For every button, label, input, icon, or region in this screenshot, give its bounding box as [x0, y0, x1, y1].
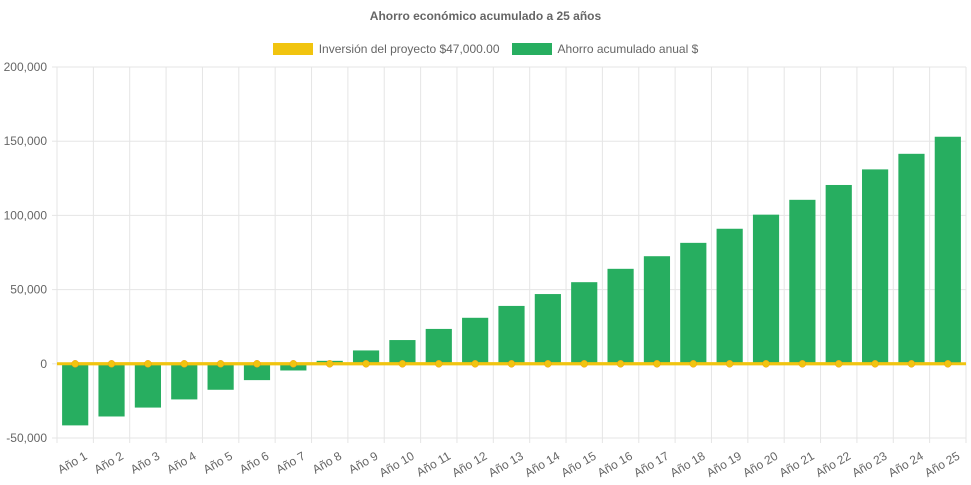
x-tick-label: Año 13 — [486, 449, 526, 480]
investment-point — [362, 360, 370, 368]
investment-point — [798, 360, 807, 368]
bar — [571, 282, 598, 364]
investment-point — [71, 360, 79, 368]
chart-title: Ahorro económico acumulado a 25 años — [369, 9, 602, 23]
investment-point — [435, 360, 443, 368]
bar — [425, 328, 452, 364]
x-tick-label: Año 5 — [201, 449, 235, 477]
investment-point — [180, 360, 189, 368]
legend-label-investment: Inversión del proyecto $47,000.00 — [318, 42, 500, 56]
investment-point — [871, 360, 879, 368]
bar — [752, 214, 780, 364]
investment-point — [507, 360, 516, 368]
x-tick-label: Año 12 — [449, 449, 489, 480]
investment-point — [216, 360, 225, 368]
x-tick-label: Año 7 — [273, 449, 307, 477]
investment-point — [107, 360, 116, 368]
investment-point — [471, 360, 479, 368]
y-tick-label: 200,000 — [4, 60, 48, 74]
bar — [789, 199, 816, 364]
x-tick-label: Año 20 — [740, 449, 780, 480]
investment-point — [944, 360, 952, 368]
bar — [716, 228, 743, 364]
legend-item-investment[interactable]: Inversión del proyecto $47,000.00 — [272, 42, 500, 56]
legend-swatch-savings — [511, 43, 552, 55]
x-tick-label: Año 24 — [886, 449, 926, 480]
x-tick-label: Año 16 — [595, 449, 635, 480]
investment-point — [907, 360, 916, 368]
investment-point — [398, 360, 407, 368]
investment-point — [762, 360, 770, 368]
y-tick-label: 0 — [40, 357, 47, 371]
legend-label-savings: Ahorro acumulado anual $ — [557, 42, 699, 56]
bar — [898, 153, 925, 364]
bar — [62, 363, 89, 426]
x-tick-label: Año 21 — [777, 449, 817, 480]
investment-point — [544, 360, 552, 368]
legend-item-savings[interactable]: Ahorro acumulado anual $ — [511, 42, 699, 56]
x-tick-label: Año 14 — [522, 449, 562, 480]
investment-point — [725, 360, 734, 368]
y-tick-label: 100,000 — [4, 208, 48, 222]
bar — [389, 340, 416, 364]
investment-point — [653, 360, 661, 368]
x-tick-label: Año 6 — [237, 449, 271, 477]
investment-point — [580, 360, 588, 368]
bar — [643, 256, 671, 364]
bar — [134, 363, 161, 408]
x-tick-label: Año 11 — [414, 449, 453, 480]
investment-point — [289, 360, 298, 368]
legend-swatch-investment — [272, 43, 313, 55]
x-tick-label: Año 23 — [849, 449, 889, 480]
bar — [825, 184, 852, 364]
y-tick-label: 150,000 — [4, 134, 48, 148]
bar — [98, 363, 125, 417]
x-tick-label: Año 15 — [559, 449, 599, 480]
bar — [498, 305, 525, 364]
x-tick-label: Año 17 — [631, 449, 671, 480]
bar — [680, 242, 707, 364]
y-tick-label: -50,000 — [6, 431, 47, 445]
investment-point — [689, 360, 698, 368]
legend: Inversión del proyecto $47,000.00 Ahorro… — [0, 42, 971, 56]
investment-point — [144, 360, 152, 368]
bar — [534, 294, 561, 364]
x-tick-label: Año 3 — [128, 449, 162, 477]
x-tick-label: Año 4 — [164, 449, 198, 477]
bar — [934, 136, 961, 364]
investment-point — [253, 360, 261, 368]
bar — [243, 363, 271, 381]
x-tick-label: Año 8 — [310, 449, 344, 477]
investment-point — [834, 360, 843, 368]
x-tick-label: Año 18 — [668, 449, 708, 480]
x-tick-label: Año 1 — [55, 449, 89, 477]
x-tick-label: Año 2 — [92, 449, 126, 477]
bar — [171, 363, 198, 400]
x-tick-label: Año 22 — [813, 449, 853, 480]
bar — [862, 169, 889, 364]
bar — [607, 268, 634, 364]
investment-point — [616, 360, 625, 368]
y-tick-label: 50,000 — [10, 283, 47, 297]
x-tick-label: Año 25 — [922, 449, 962, 480]
x-tick-label: Año 10 — [377, 449, 417, 480]
x-tick-label: Año 9 — [346, 449, 380, 477]
investment-point — [325, 360, 334, 368]
bar — [352, 350, 380, 364]
x-tick-label: Año 19 — [704, 449, 744, 480]
bar — [462, 317, 489, 364]
bar — [207, 363, 234, 390]
